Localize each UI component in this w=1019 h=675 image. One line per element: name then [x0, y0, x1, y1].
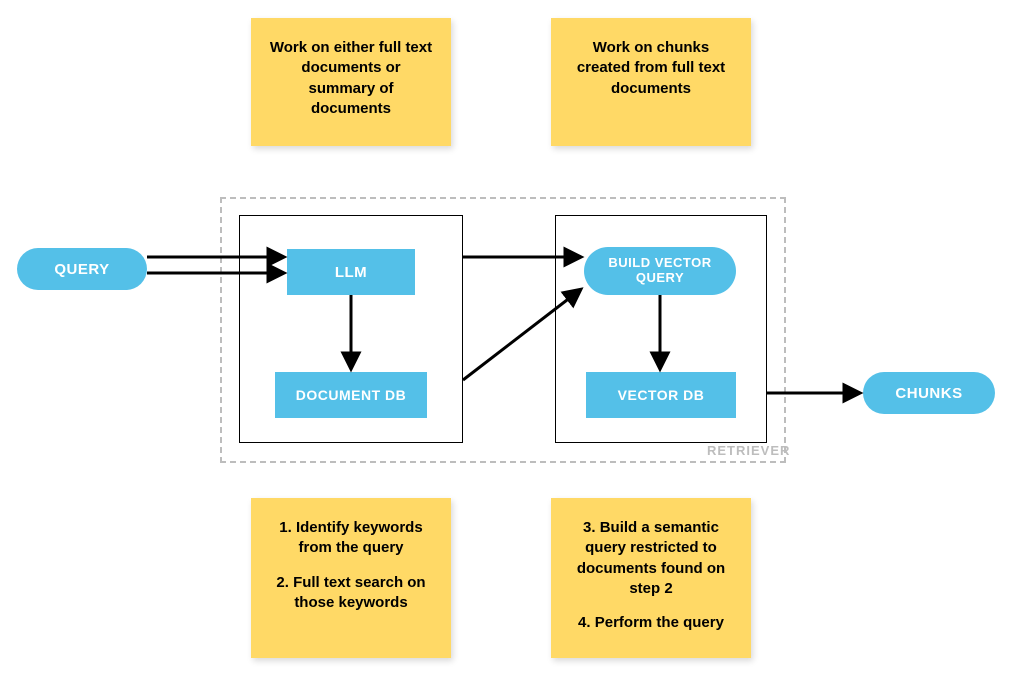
node-build-vector-query: BUILD VECTOR QUERY — [584, 247, 736, 295]
retriever-label: RETRIEVER — [707, 443, 790, 458]
note-bl-line1: 1. Identify keywords from the query — [267, 518, 435, 559]
note-bottom-right: 3. Build a semantic query restricted to … — [551, 498, 751, 658]
node-vector-db: VECTOR DB — [586, 372, 736, 418]
node-document-db: DOCUMENT DB — [275, 372, 427, 418]
note-br-line2: 4. Perform the query — [567, 613, 735, 633]
node-chunks: CHUNKS — [863, 372, 995, 414]
note-bottom-left: 1. Identify keywords from the query 2. F… — [251, 498, 451, 658]
node-query: QUERY — [17, 248, 147, 290]
diagram-canvas: Work on either full text documents or su… — [0, 0, 1019, 675]
node-llm: LLM — [287, 249, 415, 295]
note-top-left: Work on either full text documents or su… — [251, 18, 451, 146]
note-top-right: Work on chunks created from full text do… — [551, 18, 751, 146]
note-bl-line2: 2. Full text search on those keywords — [267, 573, 435, 614]
note-br-line1: 3. Build a semantic query restricted to … — [567, 518, 735, 599]
